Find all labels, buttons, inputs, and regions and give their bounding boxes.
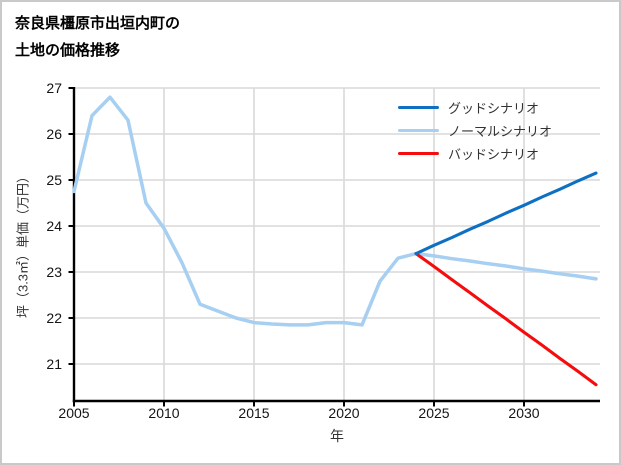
legend-label-normal-scenario: ノーマルシナリオ: [448, 124, 553, 139]
y-tick-label: 21: [46, 356, 62, 372]
legend-label-bad-scenario: バッドシナリオ: [448, 147, 540, 162]
y-tick-label: 26: [46, 126, 62, 142]
legend: グッドシナリオ ノーマルシナリオ バッドシナリオ: [398, 96, 552, 165]
y-tick-label: 24: [46, 218, 62, 234]
x-tick-label: 2025: [418, 405, 450, 421]
chart-title-line1: 奈良県橿原市出垣内町の: [15, 15, 181, 32]
x-axis-label: 年: [330, 428, 344, 444]
x-tick-label: 2030: [508, 405, 540, 421]
series-good-scenario: [414, 171, 598, 256]
legend-label-good-scenario: グッドシナリオ: [448, 101, 540, 116]
y-tick-label: 22: [46, 310, 62, 326]
x-tick-label: 2010: [148, 405, 180, 421]
y-tick-label: 23: [46, 264, 62, 280]
bad-scenario-line-swatch: [398, 152, 439, 155]
series-bad-scenario: [414, 252, 598, 387]
normal-scenario-line-swatch: [398, 129, 439, 132]
chart-title: 奈良県橿原市出垣内町の 土地の価格推移: [15, 10, 180, 64]
x-tick-label: 2015: [238, 405, 270, 421]
y-tick-label: 25: [46, 172, 62, 188]
series-normal-scenario: [72, 95, 598, 327]
x-tick-label: 2020: [328, 405, 360, 421]
legend-item-bad-scenario: バッドシナリオ: [398, 142, 552, 165]
legend-item-good-scenario: グッドシナリオ: [398, 96, 552, 119]
legend-item-normal-scenario: ノーマルシナリオ: [398, 119, 552, 142]
y-axis-label: 坪（3.3㎡）単価（万円）: [15, 169, 31, 319]
y-tick-label: 27: [46, 80, 62, 96]
x-tick-label: 2005: [58, 405, 90, 421]
good-scenario-line-swatch: [398, 106, 439, 109]
chart-title-line2: 土地の価格推移: [15, 42, 121, 59]
